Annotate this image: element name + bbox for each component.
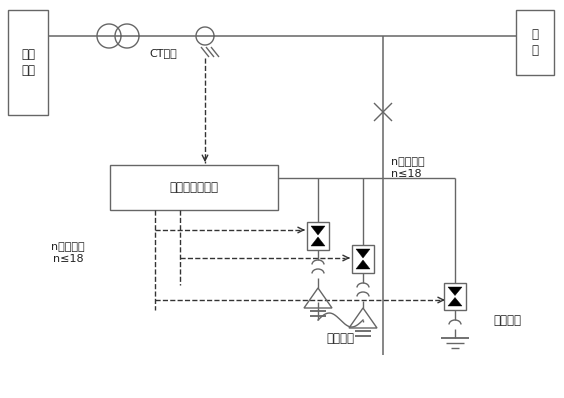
Polygon shape: [448, 287, 462, 295]
Bar: [352, 245, 374, 273]
Bar: [516, 10, 554, 75]
Text: n回路输出
n≤18: n回路输出 n≤18: [51, 242, 85, 264]
Polygon shape: [356, 249, 370, 258]
Bar: [444, 283, 466, 310]
Text: n回路补偿
n≤18: n回路补偿 n≤18: [391, 157, 425, 179]
Text: 电力
系统: 电力 系统: [21, 49, 35, 76]
Polygon shape: [311, 226, 325, 235]
Text: 负
载: 负 载: [531, 29, 539, 57]
Bar: [110, 165, 278, 210]
Polygon shape: [356, 260, 370, 269]
Bar: [8, 10, 48, 115]
Text: CT信号: CT信号: [149, 48, 177, 58]
Text: 分补回路: 分补回路: [493, 314, 521, 326]
Polygon shape: [311, 237, 325, 246]
Text: 共补回路: 共补回路: [327, 332, 355, 345]
Polygon shape: [448, 297, 462, 306]
Bar: [307, 222, 329, 250]
Text: 无功补偿控制器: 无功补偿控制器: [170, 181, 218, 194]
